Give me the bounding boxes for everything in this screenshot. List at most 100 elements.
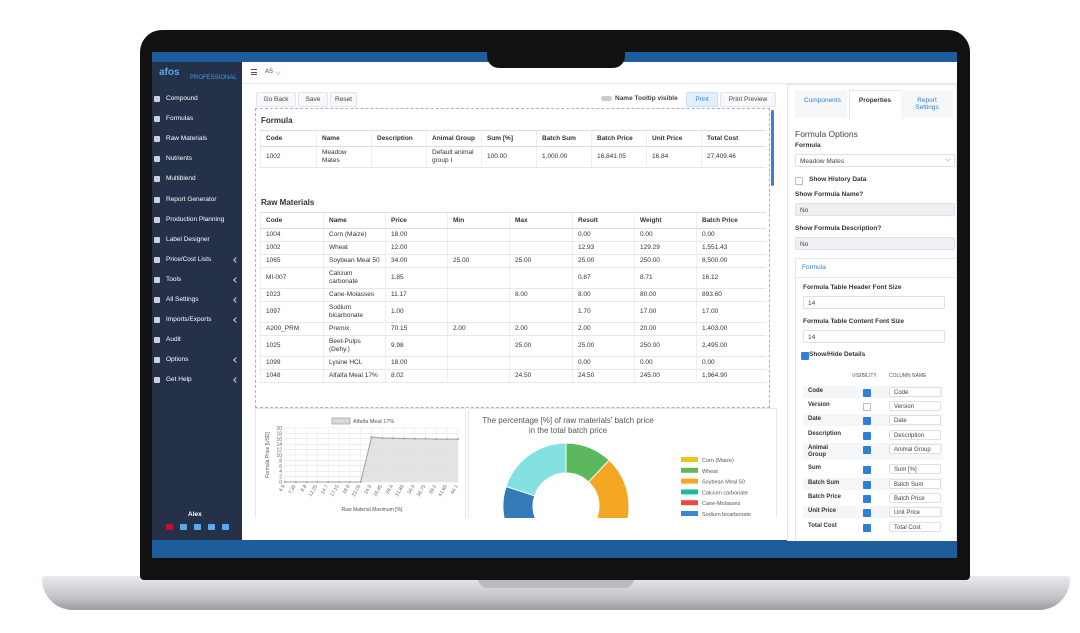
number-input[interactable]: 14 [803,296,945,309]
number-input[interactable]: 14 [803,330,945,343]
visibility-checkbox[interactable] [863,417,871,425]
visibility-checkbox[interactable] [863,446,871,454]
nav-label[interactable]: Nutrients [166,155,193,163]
user-icon[interactable] [194,524,201,530]
nav-label[interactable]: Options [166,356,189,364]
nav-label[interactable]: Production Planning [166,215,225,223]
section-title: Raw Materials [261,198,315,207]
company-select[interactable]: AS [265,69,274,75]
nav-label[interactable]: Report Generator [166,195,217,203]
nav-label[interactable]: Compound [166,95,198,102]
y-axis-label: Formula Price [USD] [265,431,271,477]
formula-select[interactable]: Meadow Mates [795,154,955,167]
user-icon[interactable] [222,524,229,530]
checkbox[interactable] [795,177,803,185]
section-tab[interactable]: Formula [802,264,826,271]
table-cell: 18.00 [385,228,448,242]
select[interactable]: No [795,203,955,216]
point [446,438,449,441]
nav-item[interactable]: Raw Materials [152,133,242,146]
nav-label[interactable]: Formulas [166,115,194,123]
table-cell [509,301,573,323]
nav-item[interactable]: Label Designer [152,234,242,247]
nav-item[interactable]: Compound [152,93,242,106]
doughnut-segment [505,442,567,497]
print-button[interactable]: Print [686,92,718,107]
column-name-input[interactable]: Sum [%] [889,464,941,474]
column-name-input[interactable]: Version [889,401,941,411]
visibility-checkbox[interactable] [863,466,871,474]
toolbar-button[interactable]: Save [298,92,328,107]
tab[interactable] [849,90,903,119]
tab[interactable] [901,90,953,118]
field-label: Formula Table Content Font Size [803,318,904,325]
column-name-input[interactable]: Total Cost [889,522,941,532]
nav-label[interactable]: All Settings [166,296,199,303]
table-cell: 8.71 [634,267,697,289]
nav-item[interactable]: Imports/Exports [152,314,242,327]
nav-item[interactable]: All Settings [152,294,242,307]
user-icon[interactable] [166,524,173,530]
column-header: Result [572,212,635,229]
nav-label[interactable]: Raw Materials [166,135,208,143]
nav-label[interactable]: Multiblend [166,175,196,183]
nav-item[interactable]: Options [152,354,242,367]
section-title: Formula [261,116,293,125]
tab-label[interactable]: Components [804,97,841,104]
user-icon[interactable] [180,524,187,530]
nav-label[interactable]: Audit [166,336,181,344]
nav-label[interactable]: Get Help [166,376,192,384]
tab-label[interactable]: Properties [858,97,892,104]
column-name-input[interactable]: Unit Price [889,507,941,517]
nav-item[interactable]: Get Help [152,374,242,387]
tab[interactable] [795,90,847,118]
toolbar-button[interactable]: Go Back [256,92,296,107]
nav-label[interactable]: Imports/Exports [166,316,212,324]
select[interactable]: No [795,237,955,250]
nav-item[interactable]: Multiblend [152,173,242,186]
table-row: A200_PRM Premix 70.15 2.00 2.00 2.00 20.00 1,40… [260,322,766,336]
column-name-input[interactable]: Description [889,430,941,440]
header-row: Code Name Price Min Max Result Weight Batch Pri… [260,212,766,229]
nav-item[interactable]: Nutrients [152,153,242,166]
table-cell [447,335,510,357]
nav-label[interactable]: Label Designer [166,235,210,243]
column-header: Weight [634,212,697,229]
nav-item[interactable]: Report Generator [152,194,242,207]
tab-label[interactable]: Report Settings [915,97,939,111]
nav-item[interactable]: Price/Cost Lists [152,254,242,267]
column-name-input[interactable]: Date [889,415,941,425]
table-cell: 2.00 [509,322,573,336]
checkbox[interactable] [801,352,809,360]
y-tick-label: 0 [279,480,282,486]
nav-label[interactable]: Price/Cost Lists [166,255,212,263]
table-cell [447,288,510,302]
table-cell: 1002 [260,241,324,255]
user-icon[interactable] [208,524,215,530]
toolbar-button[interactable]: Reset [330,92,357,107]
point [370,436,373,439]
nav-item[interactable]: Production Planning [152,214,242,227]
legend-swatch [681,478,698,484]
visibility-checkbox[interactable] [863,403,871,411]
visibility-checkbox[interactable] [863,495,871,503]
nav-item[interactable]: Audit [152,334,242,347]
column-name-input[interactable]: Animal Group [889,444,941,454]
visibility-checkbox[interactable] [863,481,871,489]
column-name-input[interactable]: Batch Price [889,493,941,503]
toggle[interactable] [601,96,612,101]
point [305,481,308,483]
visibility-checkbox[interactable] [863,389,871,397]
visibility-checkbox[interactable] [863,524,871,532]
chevron [233,357,239,364]
column-name-input[interactable]: Batch Sum [889,479,941,489]
column-name-input[interactable]: Code [889,387,941,397]
table-cell: 17.00 [696,301,766,323]
table-row: 1048 Alfalfa Meal 17% 8.02 24.50 24.50 245.00… [260,369,766,383]
nav-label[interactable]: Tools [166,275,182,283]
nav-item[interactable]: Formulas [152,113,242,126]
print-preview-button[interactable]: Print Preview [720,92,776,107]
visibility-checkbox[interactable] [863,432,871,440]
nav-item[interactable]: Tools [152,274,242,287]
visibility-checkbox[interactable] [863,509,871,517]
